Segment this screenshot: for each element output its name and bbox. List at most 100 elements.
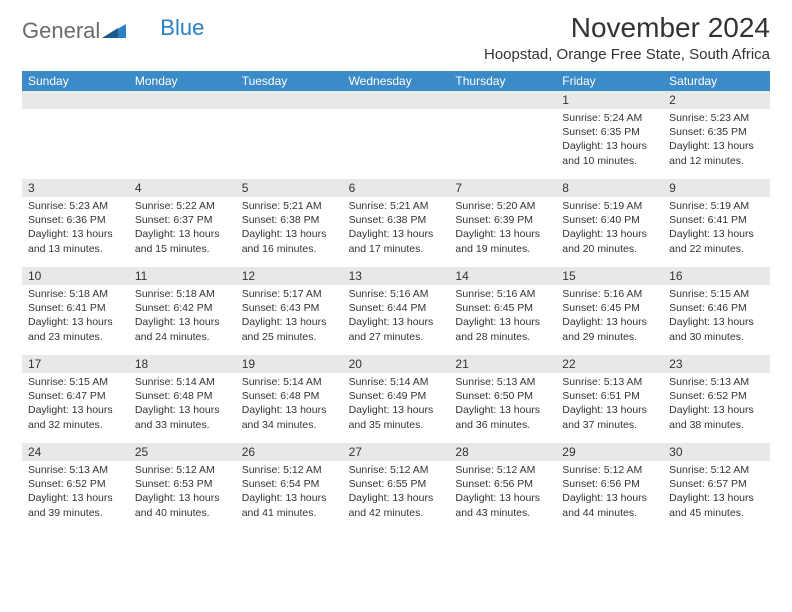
day-line: and 27 minutes. (349, 330, 444, 344)
day-line: and 43 minutes. (455, 506, 550, 520)
day-line: and 15 minutes. (135, 242, 230, 256)
day-line: and 23 minutes. (28, 330, 123, 344)
day-number: 17 (22, 355, 129, 373)
day-header-row: SundayMondayTuesdayWednesdayThursdayFrid… (22, 71, 770, 91)
day-number: 18 (129, 355, 236, 373)
day-line: and 17 minutes. (349, 242, 444, 256)
calendar-cell: 16Sunrise: 5:15 AMSunset: 6:46 PMDayligh… (663, 267, 770, 355)
day-line: Daylight: 13 hours (28, 403, 123, 417)
day-number: 27 (343, 443, 450, 461)
calendar-cell: 20Sunrise: 5:14 AMSunset: 6:49 PMDayligh… (343, 355, 450, 443)
calendar-cell: 12Sunrise: 5:17 AMSunset: 6:43 PMDayligh… (236, 267, 343, 355)
day-line: Sunset: 6:41 PM (28, 301, 123, 315)
day-content: Sunrise: 5:16 AMSunset: 6:45 PMDaylight:… (449, 285, 556, 348)
day-line: and 25 minutes. (242, 330, 337, 344)
day-content (236, 109, 343, 115)
day-line: Sunset: 6:35 PM (669, 125, 764, 139)
day-line: Sunset: 6:50 PM (455, 389, 550, 403)
day-content: Sunrise: 5:12 AMSunset: 6:55 PMDaylight:… (343, 461, 450, 524)
day-content: Sunrise: 5:18 AMSunset: 6:42 PMDaylight:… (129, 285, 236, 348)
day-line: Sunrise: 5:21 AM (349, 199, 444, 213)
day-line: and 28 minutes. (455, 330, 550, 344)
week-row: 10Sunrise: 5:18 AMSunset: 6:41 PMDayligh… (22, 267, 770, 355)
day-line: Daylight: 13 hours (562, 227, 657, 241)
calendar-cell: 7Sunrise: 5:20 AMSunset: 6:39 PMDaylight… (449, 179, 556, 267)
day-line: and 19 minutes. (455, 242, 550, 256)
day-line: Daylight: 13 hours (28, 491, 123, 505)
day-line: Sunrise: 5:12 AM (349, 463, 444, 477)
day-line: Daylight: 13 hours (562, 403, 657, 417)
calendar-cell: 4Sunrise: 5:22 AMSunset: 6:37 PMDaylight… (129, 179, 236, 267)
day-content: Sunrise: 5:19 AMSunset: 6:41 PMDaylight:… (663, 197, 770, 260)
day-line: Sunrise: 5:12 AM (135, 463, 230, 477)
day-line: Sunset: 6:54 PM (242, 477, 337, 491)
day-line: Daylight: 13 hours (28, 315, 123, 329)
header: General Blue November 2024 Hoopstad, Ora… (22, 12, 770, 63)
day-line: and 36 minutes. (455, 418, 550, 432)
logo-text-1: General (22, 18, 100, 44)
calendar-cell: 21Sunrise: 5:13 AMSunset: 6:50 PMDayligh… (449, 355, 556, 443)
day-line: Sunset: 6:38 PM (349, 213, 444, 227)
day-content: Sunrise: 5:15 AMSunset: 6:47 PMDaylight:… (22, 373, 129, 436)
day-number: 2 (663, 91, 770, 109)
calendar-cell: 30Sunrise: 5:12 AMSunset: 6:57 PMDayligh… (663, 443, 770, 531)
day-line: Daylight: 13 hours (135, 491, 230, 505)
day-line: Sunrise: 5:15 AM (28, 375, 123, 389)
day-line: Daylight: 13 hours (669, 227, 764, 241)
day-line: Sunset: 6:48 PM (242, 389, 337, 403)
day-content (129, 109, 236, 115)
day-number: 25 (129, 443, 236, 461)
day-content: Sunrise: 5:23 AMSunset: 6:36 PMDaylight:… (22, 197, 129, 260)
day-content (22, 109, 129, 115)
day-number: 23 (663, 355, 770, 373)
day-content: Sunrise: 5:12 AMSunset: 6:57 PMDaylight:… (663, 461, 770, 524)
day-content: Sunrise: 5:22 AMSunset: 6:37 PMDaylight:… (129, 197, 236, 260)
day-content: Sunrise: 5:21 AMSunset: 6:38 PMDaylight:… (236, 197, 343, 260)
day-content: Sunrise: 5:20 AMSunset: 6:39 PMDaylight:… (449, 197, 556, 260)
day-line: Daylight: 13 hours (242, 491, 337, 505)
day-line: and 34 minutes. (242, 418, 337, 432)
day-line: Sunrise: 5:13 AM (28, 463, 123, 477)
day-number: 24 (22, 443, 129, 461)
day-line: and 30 minutes. (669, 330, 764, 344)
calendar-cell: 25Sunrise: 5:12 AMSunset: 6:53 PMDayligh… (129, 443, 236, 531)
day-line: Daylight: 13 hours (669, 491, 764, 505)
day-content: Sunrise: 5:16 AMSunset: 6:44 PMDaylight:… (343, 285, 450, 348)
calendar-cell: 11Sunrise: 5:18 AMSunset: 6:42 PMDayligh… (129, 267, 236, 355)
day-line: and 45 minutes. (669, 506, 764, 520)
day-line: Sunset: 6:52 PM (669, 389, 764, 403)
day-header-cell: Monday (129, 71, 236, 91)
calendar-cell: 13Sunrise: 5:16 AMSunset: 6:44 PMDayligh… (343, 267, 450, 355)
day-number: 15 (556, 267, 663, 285)
day-line: Sunset: 6:55 PM (349, 477, 444, 491)
day-line: Daylight: 13 hours (349, 491, 444, 505)
day-line: and 41 minutes. (242, 506, 337, 520)
day-line: and 12 minutes. (669, 154, 764, 168)
day-line: and 29 minutes. (562, 330, 657, 344)
day-line: Sunset: 6:48 PM (135, 389, 230, 403)
day-content: Sunrise: 5:12 AMSunset: 6:56 PMDaylight:… (449, 461, 556, 524)
day-line: Sunrise: 5:13 AM (562, 375, 657, 389)
day-line: Sunrise: 5:21 AM (242, 199, 337, 213)
day-line: Sunrise: 5:19 AM (562, 199, 657, 213)
day-line: Daylight: 13 hours (135, 315, 230, 329)
day-line: Sunset: 6:46 PM (669, 301, 764, 315)
calendar-cell: 6Sunrise: 5:21 AMSunset: 6:38 PMDaylight… (343, 179, 450, 267)
day-line: and 32 minutes. (28, 418, 123, 432)
week-row: 3Sunrise: 5:23 AMSunset: 6:36 PMDaylight… (22, 179, 770, 267)
day-line: Daylight: 13 hours (669, 315, 764, 329)
day-line: Daylight: 13 hours (242, 315, 337, 329)
day-line: and 35 minutes. (349, 418, 444, 432)
day-content: Sunrise: 5:12 AMSunset: 6:56 PMDaylight:… (556, 461, 663, 524)
day-line: Daylight: 13 hours (562, 315, 657, 329)
calendar-cell (343, 91, 450, 179)
day-line: and 16 minutes. (242, 242, 337, 256)
day-line: and 38 minutes. (669, 418, 764, 432)
day-line: Sunset: 6:36 PM (28, 213, 123, 227)
calendar-cell: 26Sunrise: 5:12 AMSunset: 6:54 PMDayligh… (236, 443, 343, 531)
day-header-cell: Thursday (449, 71, 556, 91)
day-content (449, 109, 556, 115)
logo-triangle-icon (102, 18, 126, 44)
day-content: Sunrise: 5:21 AMSunset: 6:38 PMDaylight:… (343, 197, 450, 260)
day-line: Sunrise: 5:16 AM (349, 287, 444, 301)
